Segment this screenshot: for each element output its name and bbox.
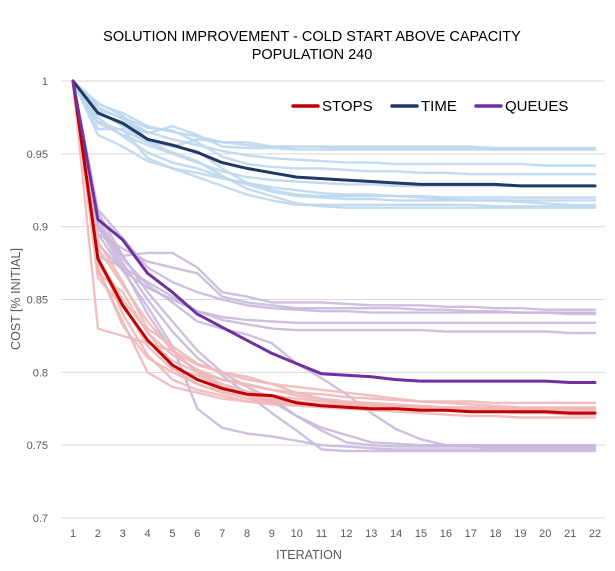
background-series-line-time [71,79,597,206]
x-tick-label: 18 [489,528,501,540]
legend-label-time: TIME [421,98,457,115]
x-tick-label: 15 [415,528,427,540]
legend-label-stops: STOPS [322,98,373,115]
background-series-line-stops [71,79,597,409]
y-tick-label: 0.95 [27,149,48,161]
x-tick-label: 1 [70,528,76,540]
background-series-line-time [71,79,597,199]
y-tick-label: 0.7 [33,513,48,525]
x-tick-label: 11 [316,528,327,540]
background-series-line-queues [71,79,597,311]
background-series-line-time [71,79,597,151]
x-tick-label: 6 [194,528,200,540]
y-axis-tick-labels: 0.7 0.75 0.8 0.85 0.9 0.95 1 [27,76,48,525]
x-tick-label: 3 [120,528,126,540]
background-series-lines [71,79,597,453]
background-series-line-time [71,79,597,208]
series-line-stops [71,79,597,415]
background-series-line-queues [71,79,597,447]
background-series-line-time [71,79,597,209]
y-axis-title: COST [% INITIAL] [9,248,23,350]
chart-subtitle: POPULATION 240 [252,47,373,63]
main-series-lines [71,79,597,415]
x-tick-label: 17 [465,528,477,540]
x-tick-label: 5 [169,528,175,540]
x-axis-title: ITERATION [276,548,342,562]
x-tick-label: 20 [539,528,551,540]
x-tick-label: 12 [340,528,352,540]
x-axis-tick-labels: 1 2 3 4 5 6 7 8 9 10 11 12 13 14 15 16 17 18 19 20 21 22 [70,528,601,540]
x-tick-label: 21 [564,528,576,540]
background-series-line-queues [71,79,597,451]
background-series-line-time [71,79,597,167]
x-tick-label: 10 [291,528,303,540]
x-tick-label: 7 [219,528,225,540]
x-tick-label: 14 [390,528,402,540]
background-series-line-queues [71,79,597,316]
chart-title: SOLUTION IMPROVEMENT - COLD START ABOVE … [103,29,521,45]
series-line-queues [71,79,597,384]
background-series-line-queues [71,79,597,335]
y-tick-label: 0.9 [33,222,48,234]
x-tick-label: 13 [365,528,377,540]
legend-label-queues: QUEUES [505,98,568,115]
x-tick-label: 16 [440,528,452,540]
x-tick-label: 9 [269,528,275,540]
x-tick-label: 22 [589,528,601,540]
x-tick-label: 19 [514,528,526,540]
y-tick-label: 1 [42,76,48,88]
y-tick-label: 0.8 [33,367,48,379]
background-series-line-queues [71,79,597,448]
background-series-line-queues [71,79,597,450]
background-series-line-queues [71,79,597,453]
x-tick-label: 2 [95,528,101,540]
x-tick-label: 4 [145,528,151,540]
series-line-time [71,79,597,188]
y-tick-label: 0.75 [27,440,48,452]
y-tick-label: 0.85 [27,295,48,307]
x-tick-label: 8 [244,528,250,540]
legend: STOPS TIME QUEUES [291,98,568,115]
